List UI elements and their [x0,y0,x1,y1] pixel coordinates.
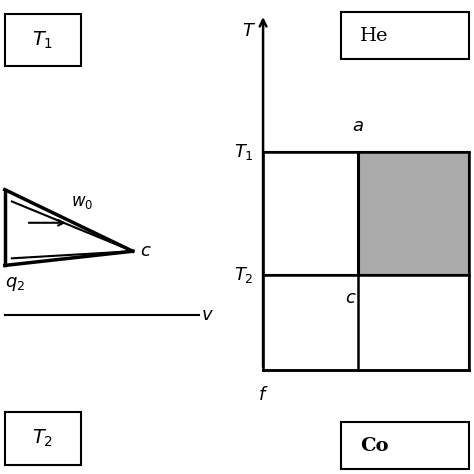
Text: $c$: $c$ [140,242,152,260]
Text: $f$: $f$ [258,386,268,404]
Bar [358,152,469,275]
Text: $T_2$: $T_2$ [234,265,254,285]
Text: Co: Co [360,437,389,455]
Text: $T_2$: $T_2$ [32,428,53,449]
Text: $v$: $v$ [201,306,214,324]
Text: $w_0$: $w_0$ [71,194,93,211]
Bar [5,412,81,465]
Bar [263,152,358,275]
Bar [341,422,469,469]
Bar [5,14,81,66]
Text: $T_1$: $T_1$ [234,142,254,162]
Bar [341,12,469,59]
Text: $T_1$: $T_1$ [32,30,53,51]
Text: $q_2$: $q_2$ [5,275,25,293]
Text: $T$: $T$ [242,22,256,40]
Text: $a$: $a$ [352,117,364,135]
Text: He: He [360,27,389,45]
Text: $c$: $c$ [345,289,356,307]
